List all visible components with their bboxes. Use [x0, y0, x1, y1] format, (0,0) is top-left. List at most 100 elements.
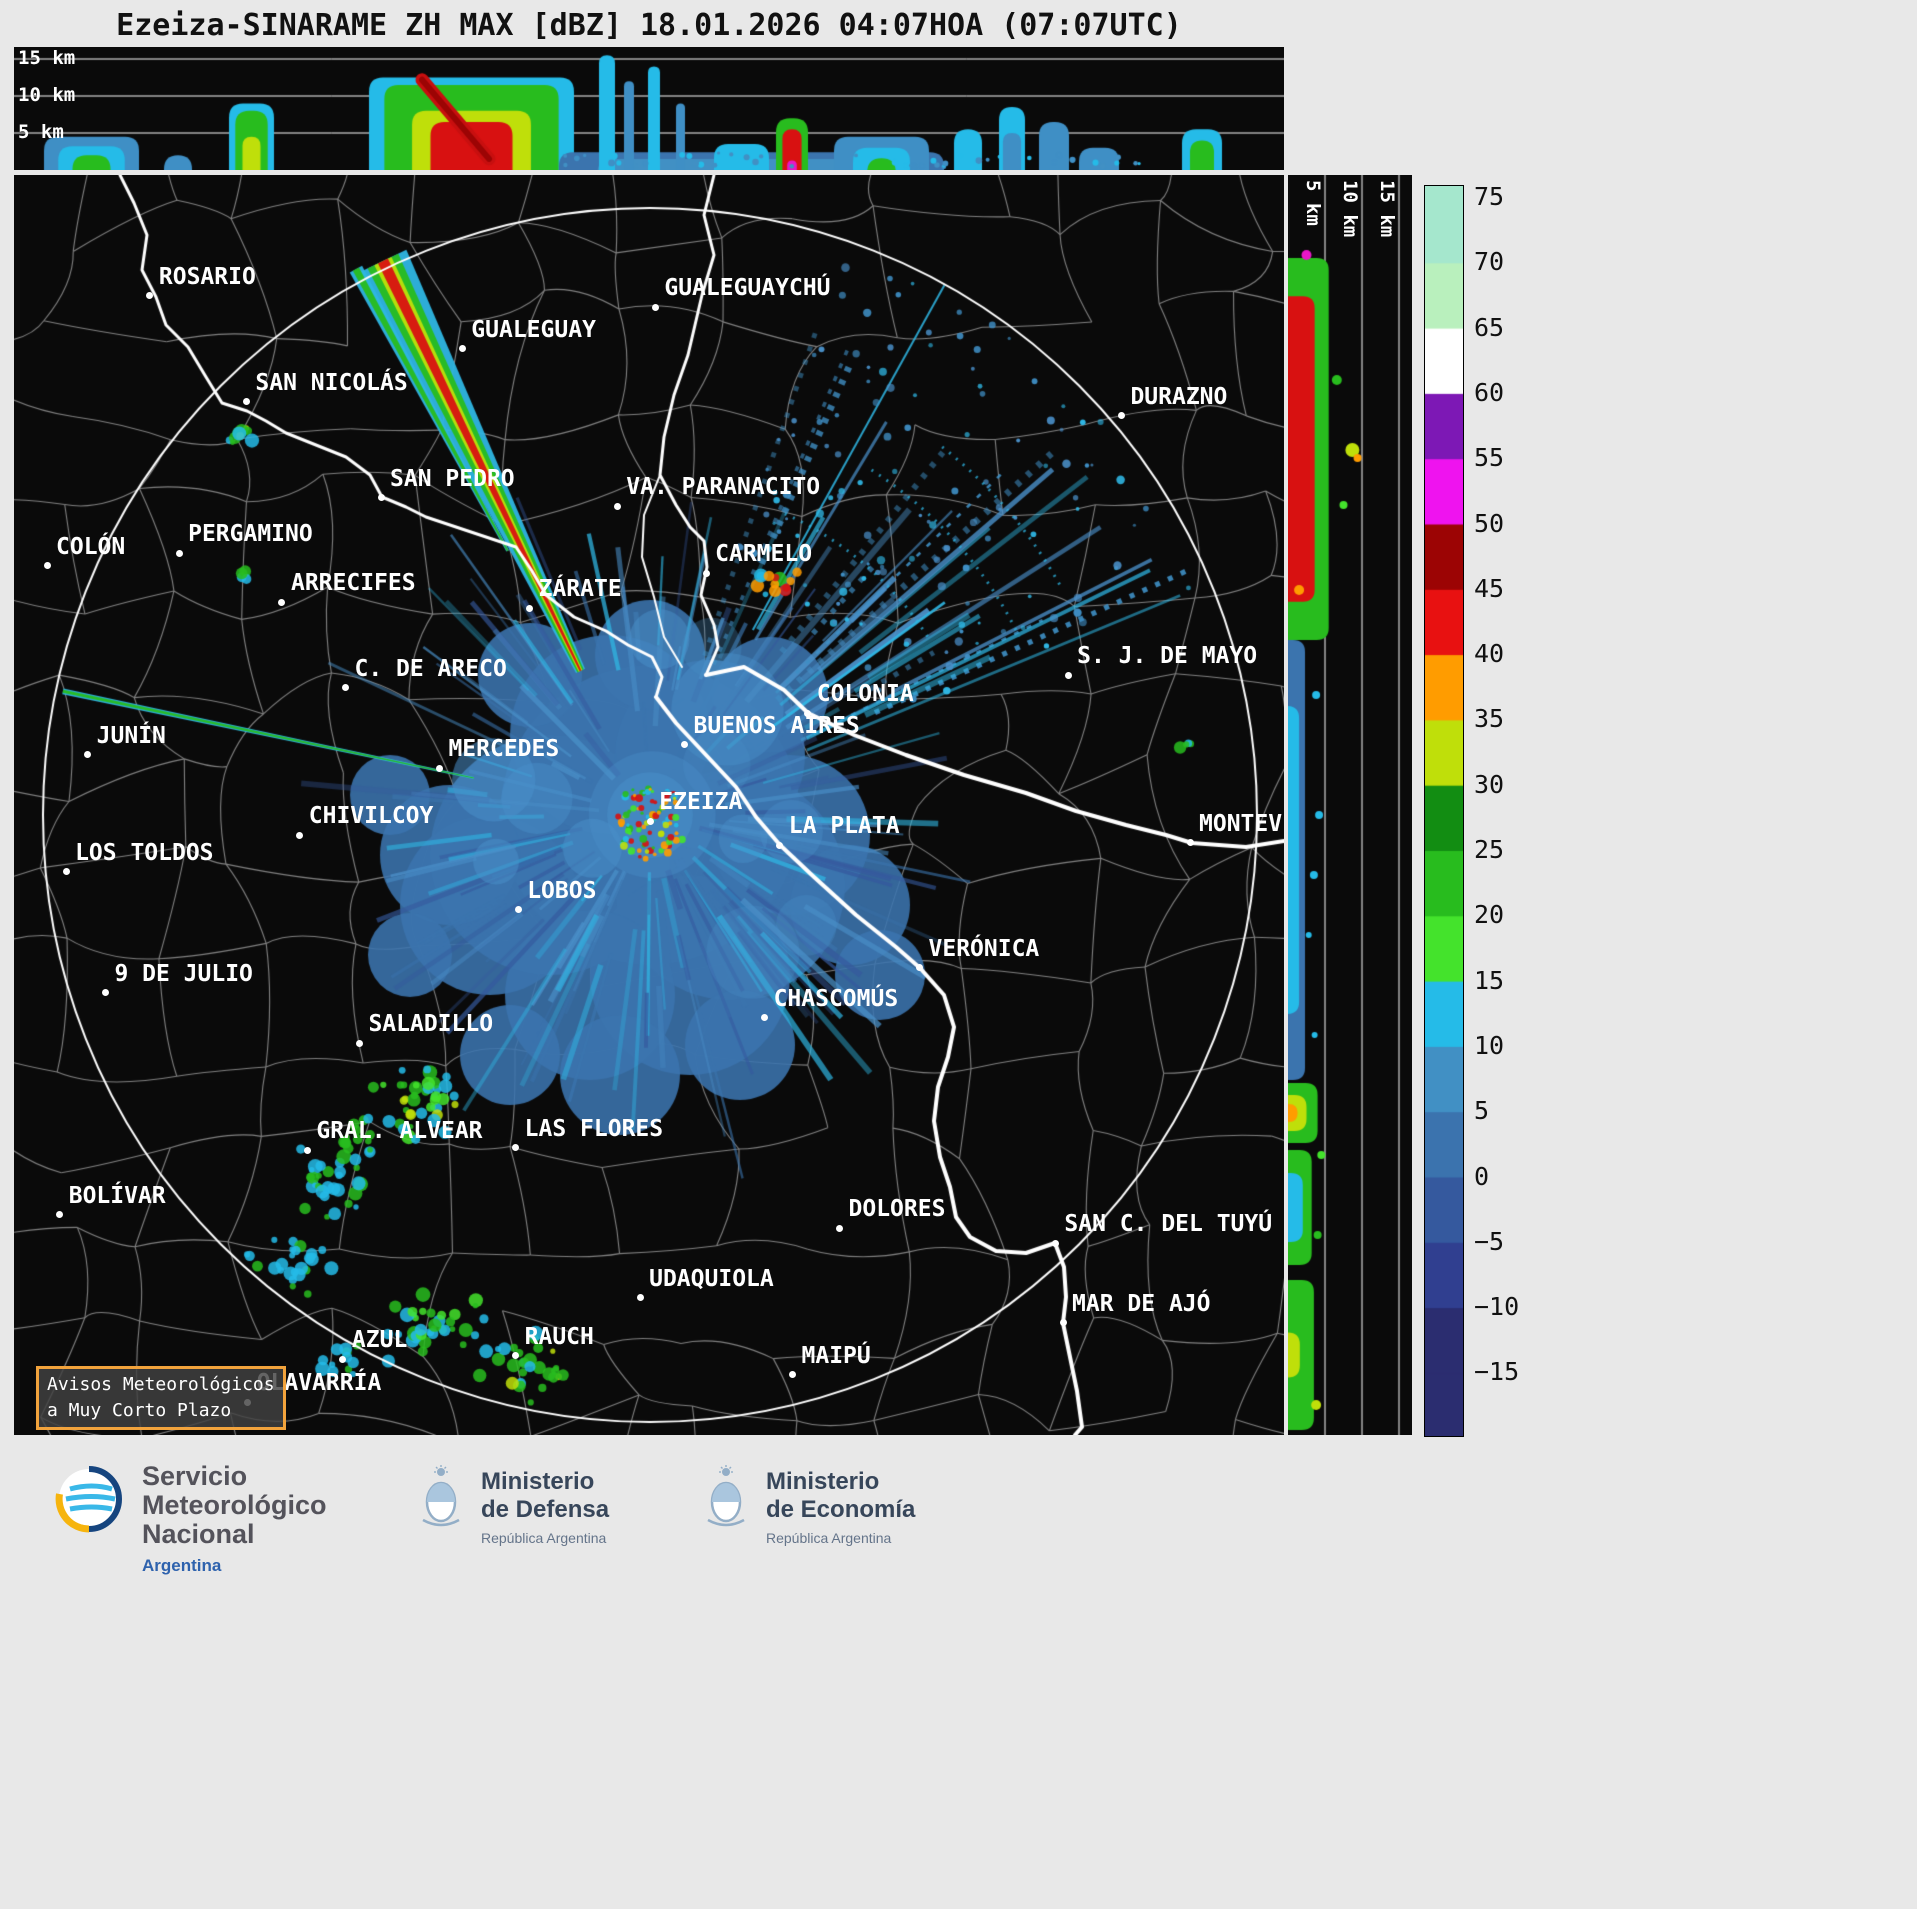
- smn-text: Servicio Meteorológico Nacional Argentin…: [142, 1462, 327, 1580]
- city-label: MAR DE AJÓ: [1072, 1290, 1211, 1317]
- ministerio-defensa-text: Ministerio de Defensa República Argentin…: [481, 1464, 609, 1546]
- city-label: SAN PEDRO: [390, 465, 515, 492]
- colorbar-tick-label: 75: [1474, 182, 1505, 211]
- city-dot: [458, 345, 466, 353]
- city-dot: [175, 549, 183, 557]
- colorbar-tick-label: 65: [1474, 312, 1505, 342]
- city-label: LOBOS: [527, 877, 597, 904]
- defensa-title-line1: Ministerio: [481, 1468, 595, 1495]
- page-title: Ezeiza-SINARAME ZH MAX [dBZ] 18.01.2026 …: [116, 8, 1182, 43]
- colorbar-tick-label: 0: [1474, 1161, 1490, 1191]
- ministerio-economia-text: Ministerio de Economía República Argenti…: [766, 1464, 915, 1546]
- city-label: C. DE ARECO: [354, 655, 507, 682]
- colorbar-tick-label: 10: [1474, 1030, 1505, 1060]
- city-label: MERCEDES: [448, 736, 560, 763]
- city-dot: [514, 906, 522, 914]
- city-label: ROSARIO: [158, 263, 256, 290]
- city-label: AZUL: [351, 1327, 408, 1354]
- city-dot: [435, 764, 443, 772]
- city-dot: [836, 1224, 843, 1232]
- city-label: VA. PARANACITO: [626, 474, 821, 501]
- colorbar-tick-label: 20: [1474, 900, 1505, 930]
- city-dot: [296, 831, 304, 839]
- weather-alert-line1: Avisos Meteorológicos: [47, 1374, 275, 1395]
- city-dot: [681, 741, 689, 749]
- colorbar-tick-label: 50: [1474, 508, 1505, 538]
- ministerio-defensa-block: Ministerio de Defensa República Argentin…: [415, 1464, 609, 1546]
- city-label: BOLÍVAR: [68, 1182, 166, 1209]
- city-dot: [916, 964, 923, 972]
- colorbar-tick-label: −15: [1474, 1357, 1520, 1387]
- smn-line1: Servicio: [142, 1461, 248, 1491]
- city-dot: [651, 303, 659, 311]
- city-label: JUNÍN: [96, 722, 166, 749]
- city-dot: [1117, 412, 1125, 420]
- city-label: MONTEVIDEO: [1199, 810, 1284, 837]
- city-dot: [341, 684, 349, 692]
- city-label: GUALEGUAYCHÚ: [664, 275, 831, 302]
- right-cross-section-canvas: [1288, 175, 1412, 1435]
- city-label: ARRECIFES: [290, 570, 416, 597]
- city-dot: [242, 398, 250, 406]
- colorbar-tick-label: 60: [1474, 377, 1505, 407]
- smn-logo-block: Servicio Meteorológico Nacional Argentin…: [52, 1462, 327, 1580]
- colorbar-tick-label: −10: [1474, 1292, 1520, 1322]
- coat-of-arms-icon: [707, 1465, 745, 1527]
- colorbar-tick-label: 70: [1474, 247, 1505, 277]
- city-label: SALADILLO: [368, 1011, 494, 1038]
- weather-alert-line2: a Muy Corto Plazo: [47, 1400, 232, 1421]
- altitude-label-10km: 10 km: [18, 84, 76, 106]
- city-label: COLONIA: [816, 681, 914, 708]
- city-label: RAUCH: [524, 1323, 594, 1350]
- economia-title-line1: Ministerio: [766, 1468, 880, 1495]
- city-label: ZÁRATE: [538, 576, 622, 603]
- right-cross-section-panel: 5 km 10 km 15 km: [1288, 175, 1412, 1435]
- city-label: S. J. DE MAYO: [1077, 643, 1258, 670]
- city-dot: [43, 562, 51, 570]
- city-label: COLÓN: [56, 533, 126, 560]
- city-label: LAS FLORES: [524, 1115, 664, 1142]
- top-cross-section-panel: 15 km 10 km 5 km: [14, 47, 1284, 170]
- city-label: SAN NICOLÁS: [255, 369, 408, 396]
- city-dot: [278, 598, 286, 606]
- city-label: CHASCOMÚS: [773, 985, 899, 1012]
- city-label: EZEIZA: [659, 789, 743, 816]
- colorbar-tick-label: −5: [1474, 1226, 1505, 1256]
- colorbar-tick-label: 40: [1474, 639, 1505, 669]
- city-dot: [636, 1294, 644, 1302]
- city-label: UDAQUIOLA: [649, 1265, 774, 1292]
- city-dot: [1064, 671, 1072, 679]
- colorbar-tick-label: 55: [1474, 443, 1505, 473]
- top-cross-section-canvas: [14, 47, 1284, 170]
- city-dot: [526, 604, 534, 612]
- city-dot: [512, 1144, 520, 1152]
- city-dot: [1059, 1319, 1067, 1327]
- city-label: PERGAMINO: [188, 521, 313, 547]
- city-dot: [377, 494, 385, 502]
- dbz-colorbar: [1424, 185, 1464, 1437]
- colorbar-tick-label: 15: [1474, 965, 1505, 995]
- city-label: CHIVILCOY: [308, 803, 434, 830]
- city-dot: [84, 751, 92, 759]
- city-label: MAIPÚ: [801, 1342, 871, 1369]
- smn-logo-icon: [55, 1466, 123, 1533]
- city-label: DOLORES: [848, 1196, 946, 1223]
- city-dot: [146, 292, 154, 300]
- altitude-label-15km-vertical: 15 km: [1376, 180, 1398, 238]
- city-label: GUALEGUAY: [471, 316, 596, 343]
- city-dot: [1186, 839, 1194, 847]
- economia-subtitle: República Argentina: [766, 1530, 892, 1546]
- city-dot: [789, 1371, 796, 1379]
- city-dot: [761, 1014, 769, 1022]
- smn-line2: Meteorológico: [142, 1490, 327, 1520]
- altitude-label-15km: 15 km: [18, 47, 76, 69]
- colorbar-tick-label: 25: [1474, 835, 1505, 864]
- city-dot: [702, 569, 710, 577]
- city-dot: [1051, 1239, 1059, 1247]
- radar-map-canvas: [14, 175, 1284, 1435]
- city-label: DURAZNO: [1130, 383, 1228, 410]
- city-label: LA PLATA: [788, 813, 900, 840]
- city-dot: [339, 1355, 347, 1363]
- colorbar-tick-label: 45: [1474, 573, 1505, 603]
